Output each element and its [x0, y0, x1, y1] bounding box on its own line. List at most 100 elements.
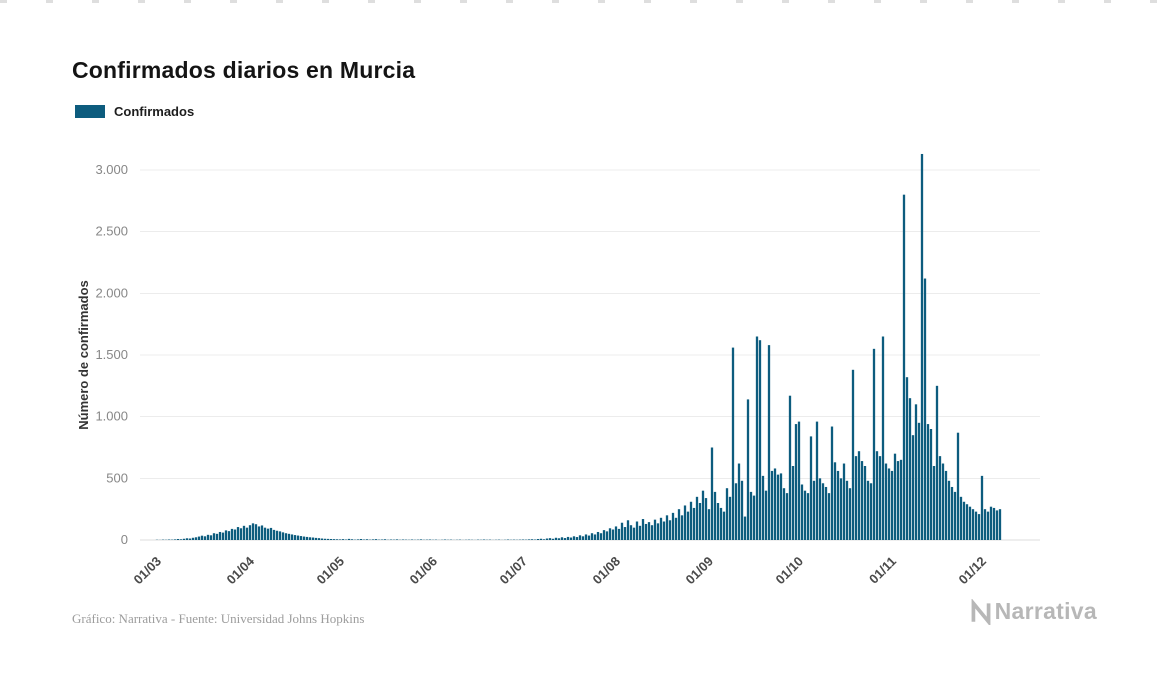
bar — [929, 429, 933, 540]
bar — [797, 421, 801, 540]
bar — [704, 498, 708, 540]
bar — [218, 531, 222, 540]
x-tick-label: 01/06 — [407, 554, 441, 588]
bar — [809, 436, 813, 540]
bar — [716, 503, 720, 540]
bar — [626, 520, 630, 540]
bar — [680, 515, 684, 540]
bar — [611, 529, 615, 540]
bar — [758, 340, 762, 540]
bar — [944, 470, 948, 540]
bar — [200, 535, 204, 540]
bar — [962, 501, 966, 540]
y-tick-label: 1.000 — [95, 409, 128, 424]
y-tick-label: 2.000 — [95, 285, 128, 300]
bar — [980, 475, 984, 540]
bar — [854, 456, 858, 540]
bar — [677, 509, 681, 540]
bar — [185, 538, 189, 540]
bar — [245, 527, 249, 540]
bar — [356, 539, 360, 540]
bar — [317, 538, 321, 540]
bar — [734, 483, 738, 540]
bar — [974, 511, 978, 540]
bar — [617, 528, 621, 540]
page-title: Confirmados diarios en Murcia — [72, 57, 416, 84]
bar — [590, 533, 594, 540]
bar — [338, 539, 342, 540]
bar — [956, 432, 960, 540]
bar — [968, 506, 972, 540]
bar — [347, 538, 351, 540]
bar — [212, 533, 216, 540]
bar — [629, 525, 633, 540]
bar — [236, 527, 240, 540]
bar — [773, 468, 777, 540]
bar — [278, 531, 282, 540]
x-tick-label: 01/07 — [497, 554, 531, 588]
bar — [239, 528, 243, 540]
bar — [857, 451, 861, 540]
bar — [266, 528, 270, 540]
bar — [305, 536, 309, 540]
bar — [911, 435, 915, 540]
bar — [887, 468, 891, 540]
bar — [176, 539, 180, 540]
bar — [536, 539, 540, 540]
bar — [782, 488, 786, 540]
bar — [890, 470, 894, 540]
bar — [683, 505, 687, 540]
bar — [893, 453, 897, 540]
bar — [419, 539, 423, 540]
bar — [866, 480, 870, 540]
bar — [986, 511, 990, 540]
bar — [905, 377, 909, 540]
bar — [254, 524, 258, 540]
bar — [242, 525, 246, 540]
bar — [281, 532, 285, 540]
bar — [641, 519, 645, 540]
bar — [551, 538, 555, 540]
bar — [272, 529, 276, 540]
bar — [668, 520, 672, 540]
bar — [284, 533, 288, 540]
bar — [863, 466, 867, 540]
bar — [563, 538, 567, 540]
bar — [638, 525, 642, 540]
bar — [872, 348, 876, 540]
bar — [881, 336, 885, 540]
bar — [815, 421, 819, 540]
bar — [203, 536, 207, 540]
bar — [263, 527, 267, 540]
bar — [227, 531, 231, 540]
bar — [326, 538, 330, 540]
bar — [632, 527, 636, 540]
x-tick-label: 01/05 — [314, 554, 348, 588]
bar — [791, 466, 795, 540]
bar — [701, 490, 705, 540]
bar — [311, 537, 315, 540]
footer-credit: Gráfico: Narrativa - Fuente: Universidad… — [72, 611, 365, 626]
bar — [908, 398, 912, 540]
bar — [698, 503, 702, 540]
narrativa-logo[interactable]: Narrativa — [968, 598, 1097, 625]
bar — [545, 538, 549, 540]
x-tick-label: 01/11 — [866, 554, 899, 587]
bar — [812, 480, 816, 540]
bar — [935, 385, 939, 540]
bar — [920, 153, 924, 540]
bar — [830, 426, 834, 540]
bar — [329, 539, 333, 540]
bar — [977, 514, 981, 540]
bar — [971, 509, 975, 540]
bar — [836, 470, 840, 540]
bar — [215, 533, 219, 540]
bar — [539, 538, 543, 540]
bar — [851, 369, 855, 540]
bar — [299, 536, 303, 540]
y-tick-label: 3.000 — [95, 162, 128, 177]
bar — [947, 480, 951, 540]
bar — [350, 539, 354, 540]
bar — [686, 511, 690, 540]
bar — [965, 504, 969, 540]
